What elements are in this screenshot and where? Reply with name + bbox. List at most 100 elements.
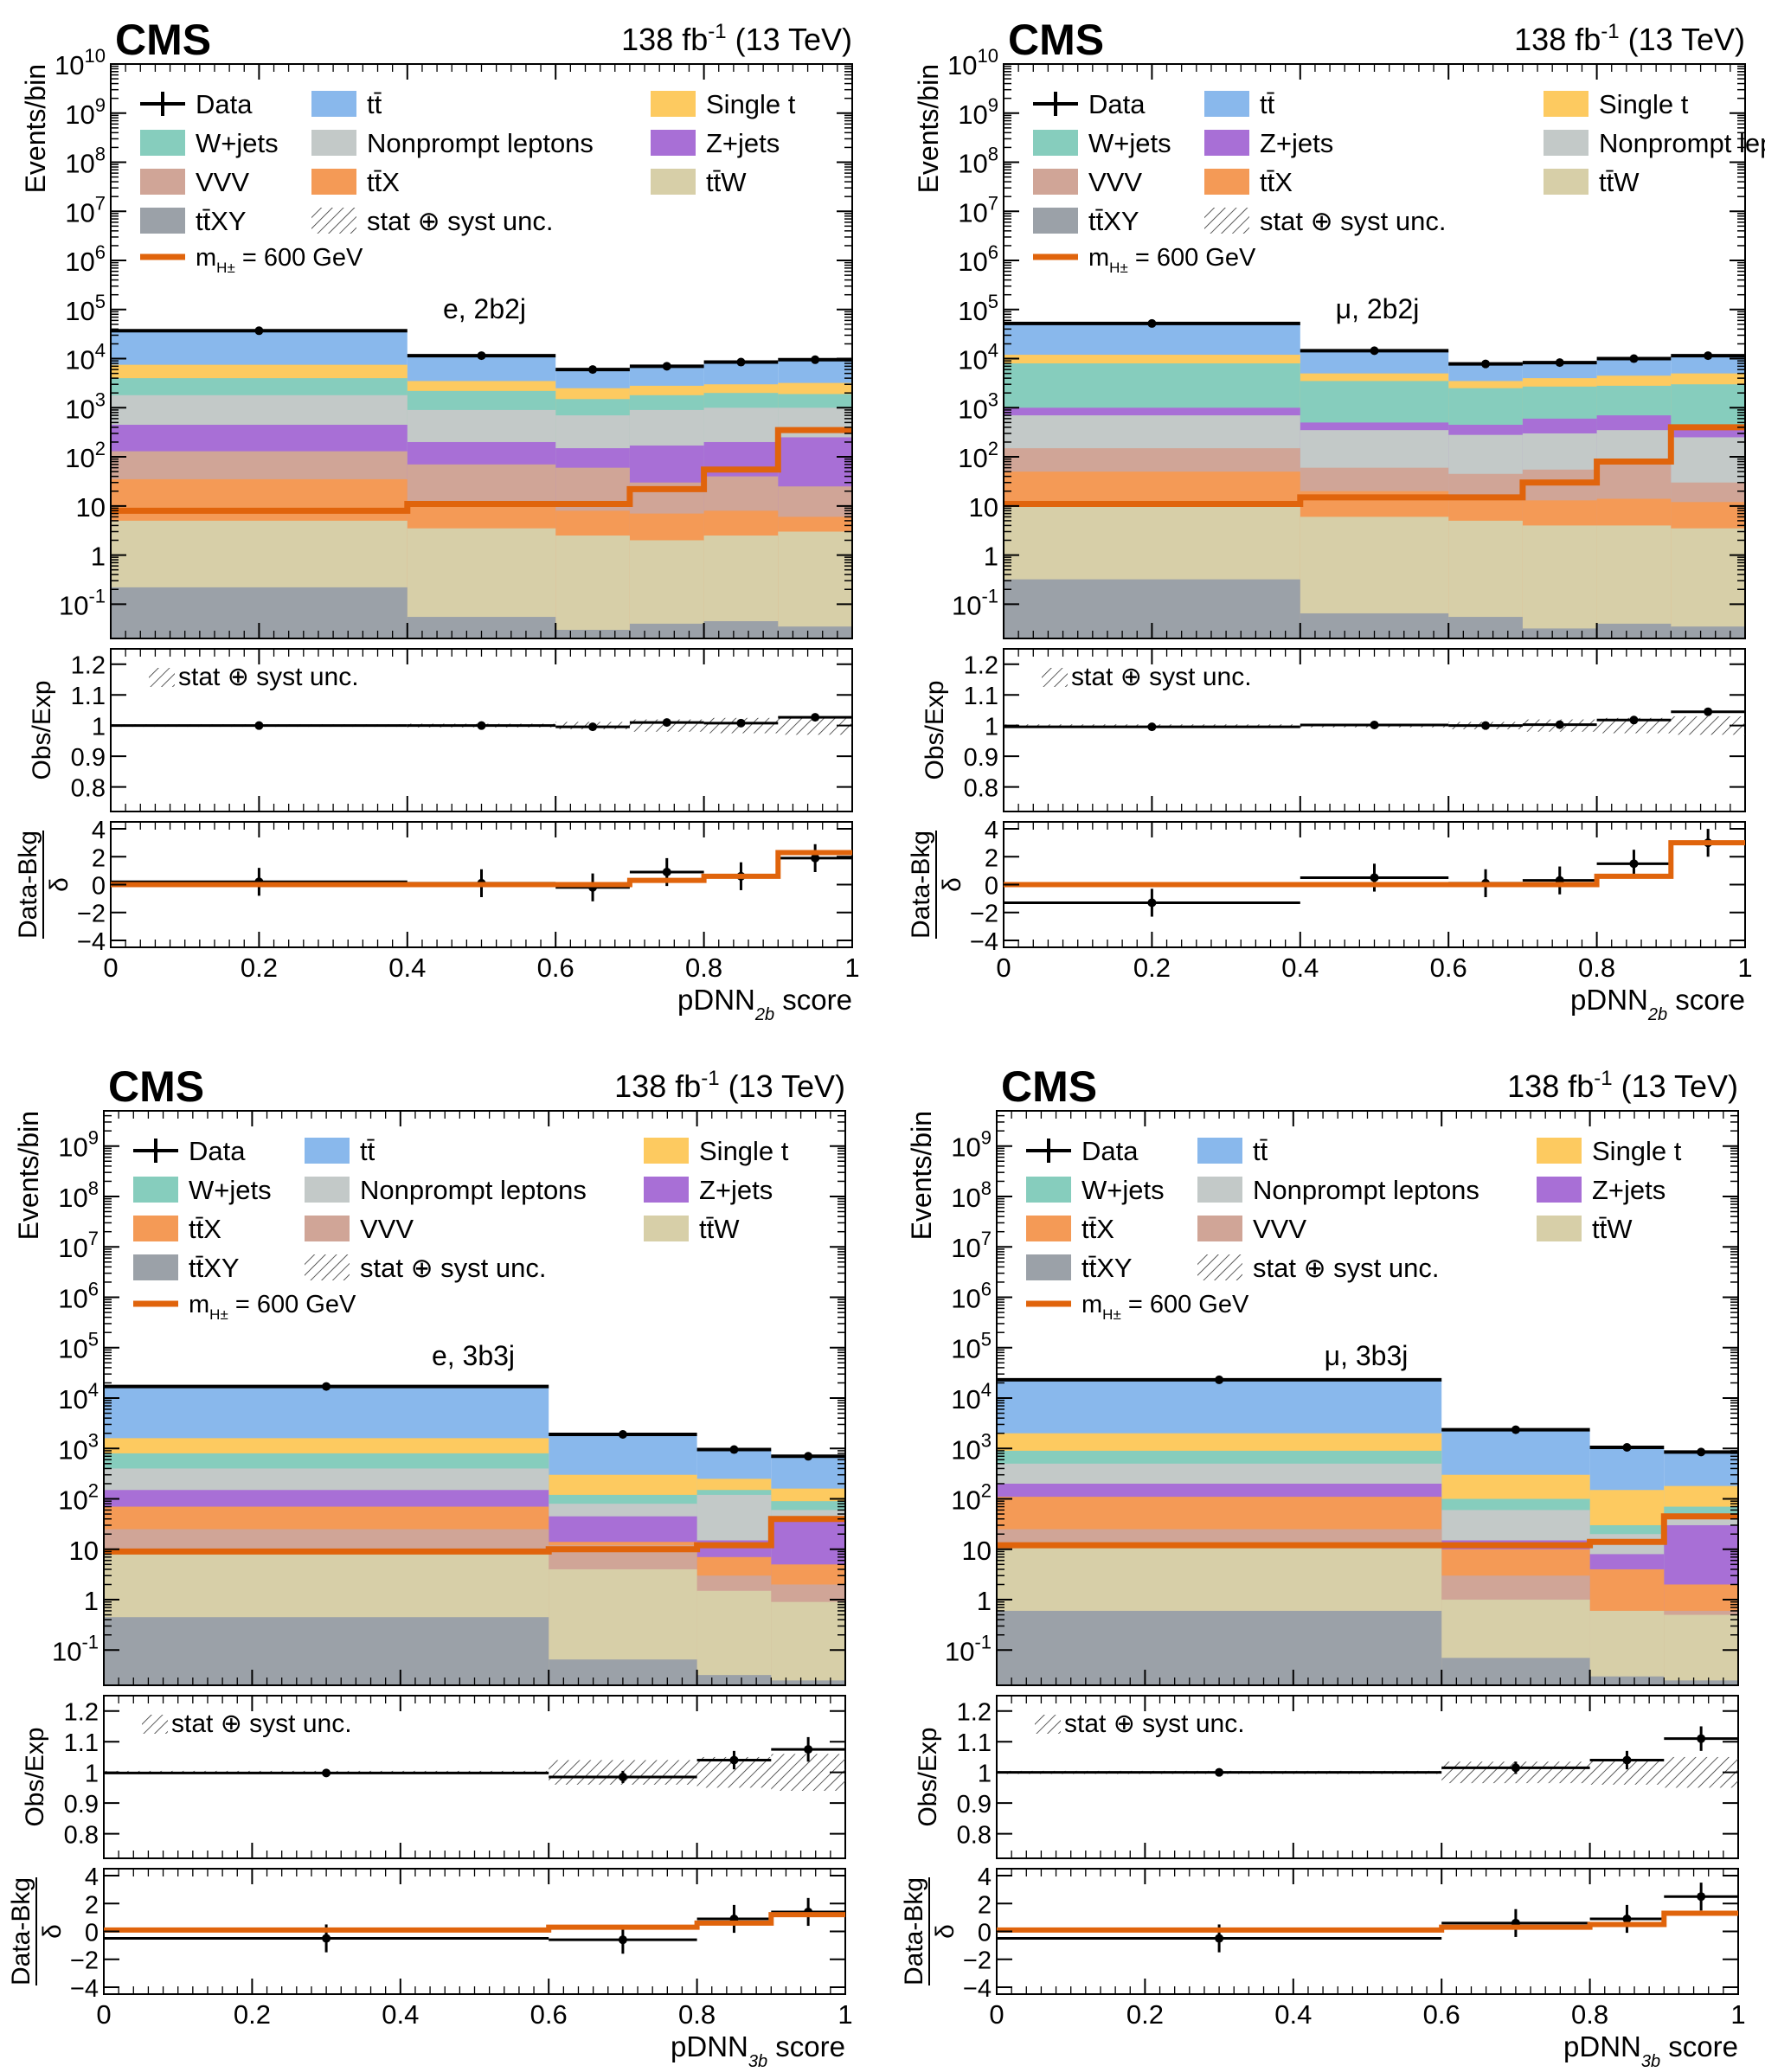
- ratio-point-4: [662, 718, 671, 728]
- ratio-unc-label: stat ⊕ syst unc.: [1064, 1710, 1245, 1738]
- pull-ytick-label: 4: [978, 1864, 992, 1891]
- xtick-label: 0.8: [678, 1999, 716, 2030]
- xtick-label: 0.2: [234, 1999, 271, 2030]
- legend-label-zjets: Z+jets: [699, 1175, 773, 1205]
- ratio-ytick-label: 1.2: [64, 1699, 99, 1727]
- legend-unc: stat ⊕ syst unc.: [1204, 206, 1447, 236]
- legend-label-ttw: tt̄W: [699, 1214, 740, 1244]
- stack-group: [1004, 323, 1745, 638]
- pull-y-label-den: δ: [931, 1924, 960, 1939]
- ratio-point-1: [1147, 722, 1157, 732]
- ratio-unc-swatch: [142, 1715, 168, 1734]
- legend-swatch-ttxy: [1033, 208, 1078, 234]
- data-point-1: [322, 1382, 331, 1391]
- xtick-label: 0.6: [537, 953, 574, 983]
- legend-label-ttw: tt̄W: [1599, 167, 1640, 197]
- legend-swatch-singlet: [1544, 91, 1588, 117]
- ytick-label: 1010: [55, 45, 106, 80]
- legend-label-wjets: W+jets: [189, 1175, 272, 1205]
- ratio-ytick-label: 0.9: [964, 744, 998, 772]
- xtick-label: 0.8: [1578, 953, 1615, 983]
- legend-wjets: W+jets: [140, 128, 279, 158]
- region-label: e, 3b3j: [432, 1340, 515, 1371]
- lumi-label: 138 fb-1 (13 TeV): [614, 1067, 845, 1104]
- legend-label-ttbar: tt̄: [1253, 1136, 1268, 1166]
- legend-vvv: VVV: [1033, 167, 1142, 197]
- ratio-point-4: [1697, 1734, 1706, 1743]
- legend-swatch-ttx: [133, 1216, 178, 1241]
- bar-ttxy-4: [629, 623, 704, 638]
- legend-vvv: VVV: [140, 167, 249, 197]
- legend-label-data: Data: [1081, 1136, 1139, 1166]
- bar-ttw-4: [1522, 525, 1597, 638]
- legend-zjets: Z+jets: [644, 1175, 773, 1205]
- pull-point-2: [618, 1935, 627, 1945]
- legend-unc: stat ⊕ syst unc.: [1197, 1253, 1440, 1283]
- x-axis-label: pDNN3b score: [1563, 2030, 1738, 2071]
- legend-label-vvv: VVV: [196, 167, 249, 197]
- lumi-label: 138 fb-1 (13 TeV): [1507, 1067, 1738, 1104]
- legend-wjets: W+jets: [1033, 128, 1171, 158]
- legend-label-nonprompt: Nonprompt leptons: [367, 128, 594, 158]
- xtick-label: 1: [1737, 953, 1752, 983]
- lumi-label: 138 fb-1 (13 TeV): [1514, 20, 1745, 57]
- legend-swatch-vvv: [1033, 169, 1078, 195]
- ratio-ytick-label: 0.9: [64, 1791, 99, 1819]
- ytick-label: 10: [69, 1536, 99, 1566]
- ratio-point-6: [811, 713, 820, 722]
- legend-label-wjets: W+jets: [1081, 1175, 1165, 1205]
- pull-y-label-den: δ: [45, 877, 74, 892]
- legend-swatch-ttbar: [1197, 1138, 1242, 1164]
- ytick-label: 109: [958, 94, 998, 130]
- legend-label-nonprompt: Nonprompt leptons: [1253, 1175, 1479, 1205]
- bar-ttxy-4: [771, 1680, 845, 1685]
- bar-ttxy-6: [1671, 626, 1745, 638]
- legend-label-ttx: tt̄X: [1081, 1214, 1114, 1244]
- legend-swatch-ttx: [1204, 169, 1249, 195]
- ytick-label: 10: [962, 1536, 992, 1566]
- legend-swatch-singlet: [644, 1138, 689, 1164]
- xtick-label: 1: [844, 953, 859, 983]
- legend-label-ttx: tt̄X: [1260, 167, 1293, 197]
- bar-ttxy-1: [997, 1610, 1442, 1685]
- data-point-2: [477, 351, 486, 361]
- pull-ytick-label: 2: [85, 1891, 99, 1919]
- xtick-label: 0.6: [1430, 953, 1467, 983]
- ytick-label: 107: [65, 192, 106, 228]
- bar-ttxy-1: [104, 1617, 549, 1685]
- legend-wjets: W+jets: [1026, 1175, 1165, 1205]
- pull-point-1: [1147, 898, 1157, 908]
- pull-ytick-label: 0: [985, 873, 998, 901]
- ytick-label: 109: [65, 94, 106, 130]
- y-axis-label: Events/bin: [913, 64, 944, 193]
- panel-1: CMS 138 fb-1 (13 TeV)10-11101021031041051…: [14, 16, 860, 1024]
- ratio-unc-6: [778, 716, 852, 735]
- bar-ttxy-3: [1448, 617, 1523, 638]
- xtick-label: 0.8: [685, 953, 722, 983]
- legend-swatch-zjets: [1204, 130, 1249, 156]
- xtick-label: 1: [1730, 1999, 1745, 2030]
- ytick-label: 10-1: [945, 1631, 992, 1666]
- ratio-unc-6: [1671, 716, 1745, 735]
- data-point-3: [729, 1445, 739, 1454]
- data-point-3: [1622, 1443, 1632, 1453]
- legend-unc-swatch: [305, 1254, 350, 1280]
- legend-swatch-ttx: [311, 169, 356, 195]
- legend-swatch-ttw: [1537, 1216, 1582, 1241]
- y-axis-label: Events/bin: [20, 64, 51, 193]
- ytick-label: 109: [951, 1127, 992, 1163]
- xtick-label: 0.4: [388, 953, 426, 983]
- xtick-label: 0.6: [1423, 1999, 1460, 2030]
- ytick-label: 104: [958, 340, 998, 375]
- data-point-3: [1481, 359, 1491, 369]
- legend-swatch-zjets: [644, 1177, 689, 1203]
- legend-nonprompt: Nonprompt leptons: [305, 1175, 587, 1205]
- cms-label: CMS: [115, 16, 211, 64]
- pull-point-4: [1697, 1892, 1706, 1902]
- data-point-6: [1704, 351, 1713, 361]
- bar-ttw-6: [778, 531, 852, 638]
- ratio-point-4: [1555, 720, 1564, 729]
- data-point-4: [804, 1452, 813, 1461]
- ratio-ytick-label: 0.9: [71, 744, 106, 772]
